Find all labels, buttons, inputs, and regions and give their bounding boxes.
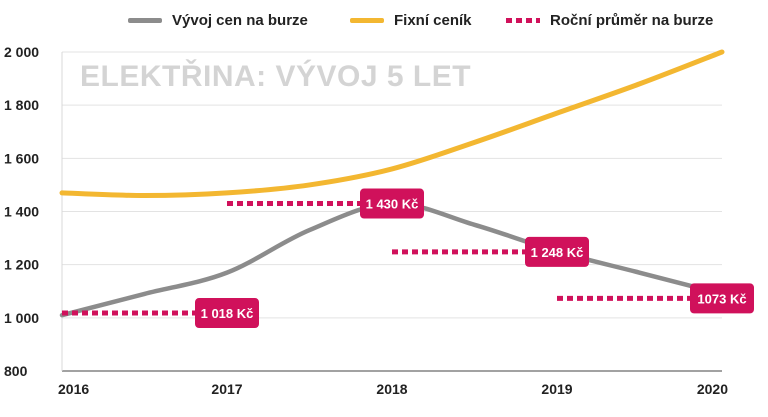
y-tick-label: 1 600 [4, 150, 39, 166]
x-tick-label: 2018 [376, 381, 407, 397]
y-tick-label: 1 200 [4, 257, 39, 273]
average-label: 1 018 Kč [195, 298, 259, 329]
chart-title: ELEKTŘINA: VÝVOJ 5 LET [80, 60, 472, 93]
legend: Vývoj cen na burze Fixní ceník Roční prů… [0, 6, 768, 36]
average-label-text: 1 430 Kč [366, 197, 419, 212]
average-label: 1073 Kč [690, 283, 754, 314]
legend-item-average: Roční průměr na burze [506, 6, 713, 34]
y-tick-label: 1 800 [4, 97, 39, 113]
x-tick-label: 2016 [58, 381, 89, 397]
average-label: 1 248 Kč [525, 236, 589, 267]
y-tick-label: 800 [4, 363, 28, 379]
average-label-box [525, 236, 589, 267]
legend-item-market: Vývoj cen na burze [128, 6, 308, 34]
legend-swatch-market [128, 17, 162, 23]
average-label-text: 1 248 Kč [531, 245, 584, 260]
average-label-text: 1073 Kč [697, 291, 746, 306]
x-tick-label: 2017 [211, 381, 242, 397]
legend-label-market: Vývoj cen na burze [172, 11, 308, 29]
average-label-box [690, 283, 754, 314]
average-label: 1 430 Kč [360, 188, 424, 219]
legend-item-fixed: Fixní ceník [350, 6, 472, 34]
series-line-fixed [59, 49, 725, 199]
y-tick-label: 1 000 [4, 310, 39, 326]
x-tick-label: 2020 [697, 381, 728, 397]
legend-label-fixed: Fixní ceník [394, 11, 472, 29]
x-tick-label: 2019 [541, 381, 572, 397]
legend-swatch-fixed [350, 17, 384, 23]
average-label-box [360, 188, 424, 219]
average-label-box [195, 298, 259, 329]
legend-swatch-average [506, 17, 540, 23]
legend-label-average: Roční průměr na burze [550, 11, 714, 29]
average-label-text: 1 018 Kč [201, 306, 254, 321]
y-tick-label: 1 400 [4, 204, 39, 220]
y-tick-label: 2 000 [4, 44, 39, 60]
